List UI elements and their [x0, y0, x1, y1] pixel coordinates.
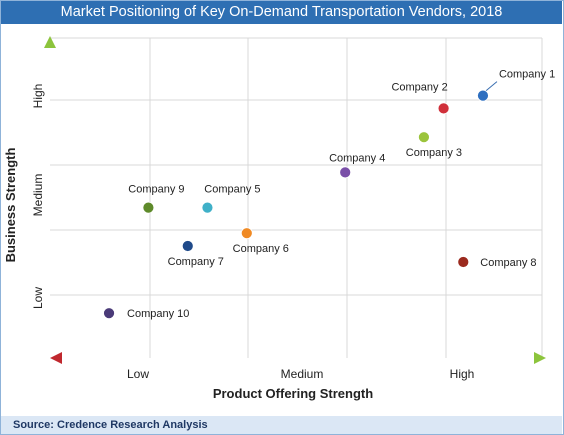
data-point	[181, 240, 194, 252]
data-point	[201, 201, 214, 214]
data-point-label: Company 5	[204, 184, 260, 196]
data-point	[103, 307, 115, 320]
data-point-label: Company 3	[406, 147, 462, 159]
data-point	[142, 201, 155, 214]
y-tick-label: Low	[31, 287, 45, 309]
y-axis-title: Business Strength	[3, 148, 18, 263]
source-note: Source: Credence Research Analysis	[13, 419, 208, 431]
gridlines	[50, 37, 543, 358]
data-point	[477, 89, 489, 102]
axes	[44, 36, 546, 364]
data-points: Company 1 Company 2 Company 3 Company 4 Comp…	[103, 69, 555, 320]
data-point-label: Company 4	[329, 152, 385, 164]
title-bar: Market Positioning of Key On-Demand Tran…	[1, 1, 562, 24]
data-point-label: Company 6	[233, 243, 289, 255]
tick-labels: Low Medium High Low Medium High	[31, 84, 474, 381]
data-point-label: Company 1	[499, 69, 555, 81]
data-point	[457, 256, 470, 268]
y-axis-arrow-top	[44, 36, 56, 48]
x-tick-label: High	[450, 367, 475, 381]
data-point	[240, 227, 253, 240]
x-tick-label: Medium	[281, 367, 324, 381]
data-point-label: Company 2	[391, 81, 447, 93]
x-axis-title: Product Offering Strength	[213, 386, 373, 401]
data-point-label: Company 10	[127, 308, 189, 320]
data-point	[437, 102, 450, 115]
data-point	[418, 131, 430, 144]
footer-bar: Source: Credence Research Analysis	[1, 416, 562, 434]
label-leader-line	[484, 81, 498, 92]
x-axis-arrow-left	[50, 352, 62, 364]
data-point-label: Company 7	[168, 256, 224, 268]
y-tick-label: High	[31, 84, 45, 109]
data-point-label: Company 9	[128, 184, 184, 196]
y-tick-label: Medium	[31, 174, 45, 217]
x-tick-label: Low	[127, 367, 149, 381]
data-point-label: Company 8	[480, 257, 536, 269]
x-axis-arrow-right	[534, 352, 546, 364]
chart-title: Market Positioning of Key On-Demand Tran…	[60, 4, 503, 20]
data-point	[339, 166, 352, 179]
